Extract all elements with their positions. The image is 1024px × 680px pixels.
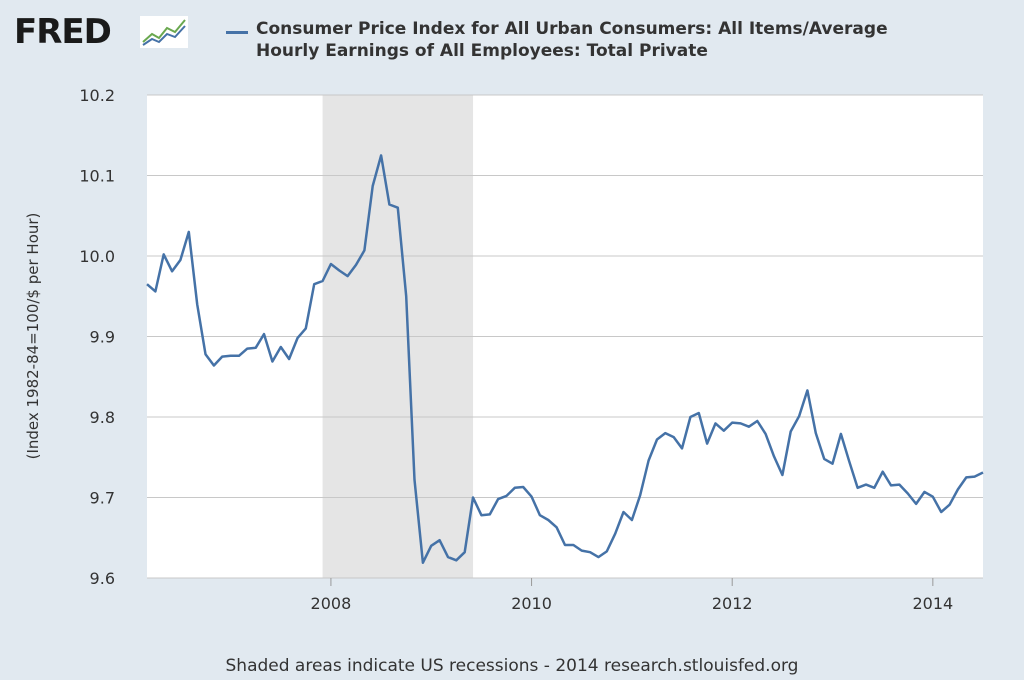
x-tick-label: 2008 [311, 594, 352, 613]
x-tick-label: 2012 [712, 594, 753, 613]
series-line [146, 154, 984, 564]
x-tick-label: 2014 [912, 594, 953, 613]
y-axis-label: (Index 1982-84=100/$ per Hour) [24, 213, 42, 460]
line-chart: 9.6 9.7 9.8 9.9 10.0 10.1 10.2 2008 2010 2012 201… [24, 86, 984, 613]
y-tick-label: 9.7 [90, 489, 115, 508]
fred-logo-text: FRED [14, 12, 112, 52]
y-tick-label: 9.6 [90, 569, 115, 588]
y-tick-label: 9.8 [90, 408, 115, 427]
legend-line-1: Consumer Price Index for All Urban Consu… [256, 19, 888, 39]
legend-series-label: Consumer Price Index for All Urban Consu… [256, 18, 888, 62]
y-tick-label: 10.1 [79, 167, 115, 186]
legend-series-swatch [226, 31, 248, 34]
legend-line-2: Hourly Earnings of All Employees: Total … [256, 41, 708, 61]
fred-logo[interactable]: FRED [14, 12, 188, 52]
y-tick-label: 10.2 [79, 86, 115, 105]
x-tick-label: 2010 [511, 594, 552, 613]
recession-footnote: Shaded areas indicate US recessions - 20… [225, 656, 799, 676]
fred-chart-logo-icon [140, 16, 188, 48]
y-tick-label: 9.9 [90, 328, 115, 347]
y-tick-label: 10.0 [79, 247, 115, 266]
